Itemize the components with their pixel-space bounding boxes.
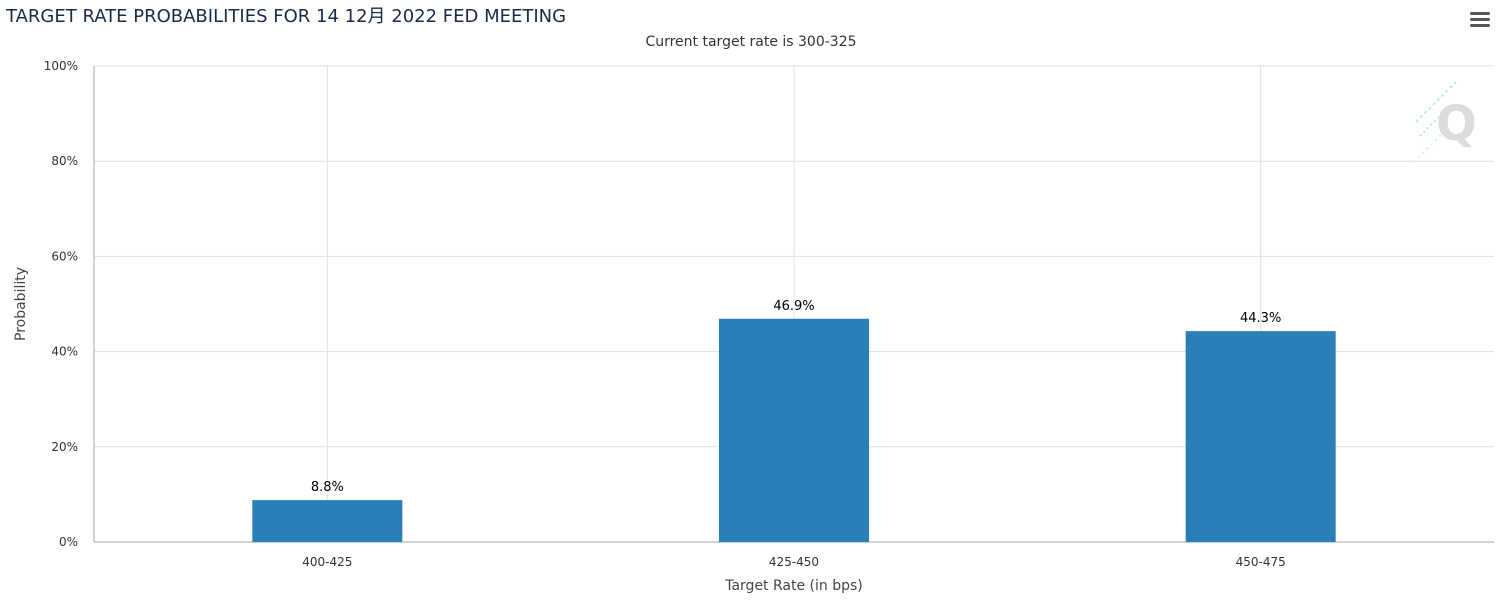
data-label: 46.9%: [773, 299, 814, 314]
x-axis-title: Target Rate (in bps): [724, 578, 863, 594]
data-label: 44.3%: [1240, 311, 1281, 326]
x-tick-label: 450-475: [1236, 555, 1286, 569]
chart-title: TARGET RATE PROBABILITIES FOR 14 12月 202…: [6, 6, 567, 27]
bar: [1185, 331, 1336, 542]
svg-text:Q: Q: [1436, 96, 1477, 152]
y-tick-label: 20%: [51, 440, 78, 454]
q-logo-icon: Q: [1413, 81, 1477, 163]
hamburger-menu-icon[interactable]: [1466, 8, 1494, 32]
y-tick-label: 0%: [59, 535, 78, 549]
bar: [252, 500, 403, 542]
labels-layer: 0% 20% 40% 60% 80% 100% 8.8% 400-425 46.9% 425-45…: [13, 59, 1286, 594]
x-tick-label: 425-450: [769, 555, 819, 569]
y-tick-label: 60%: [51, 249, 78, 263]
bars-layer: [252, 318, 1336, 542]
y-tick-label: 80%: [51, 154, 78, 168]
data-label: 8.8%: [311, 480, 344, 495]
bar: [719, 318, 869, 542]
chart-subtitle: Current target rate is 300-325: [645, 34, 857, 50]
x-tick-label: 400-425: [302, 555, 352, 569]
y-tick-label: 40%: [51, 345, 78, 359]
y-tick-label: 100%: [44, 59, 78, 73]
y-axis-title: Probability: [13, 267, 29, 341]
